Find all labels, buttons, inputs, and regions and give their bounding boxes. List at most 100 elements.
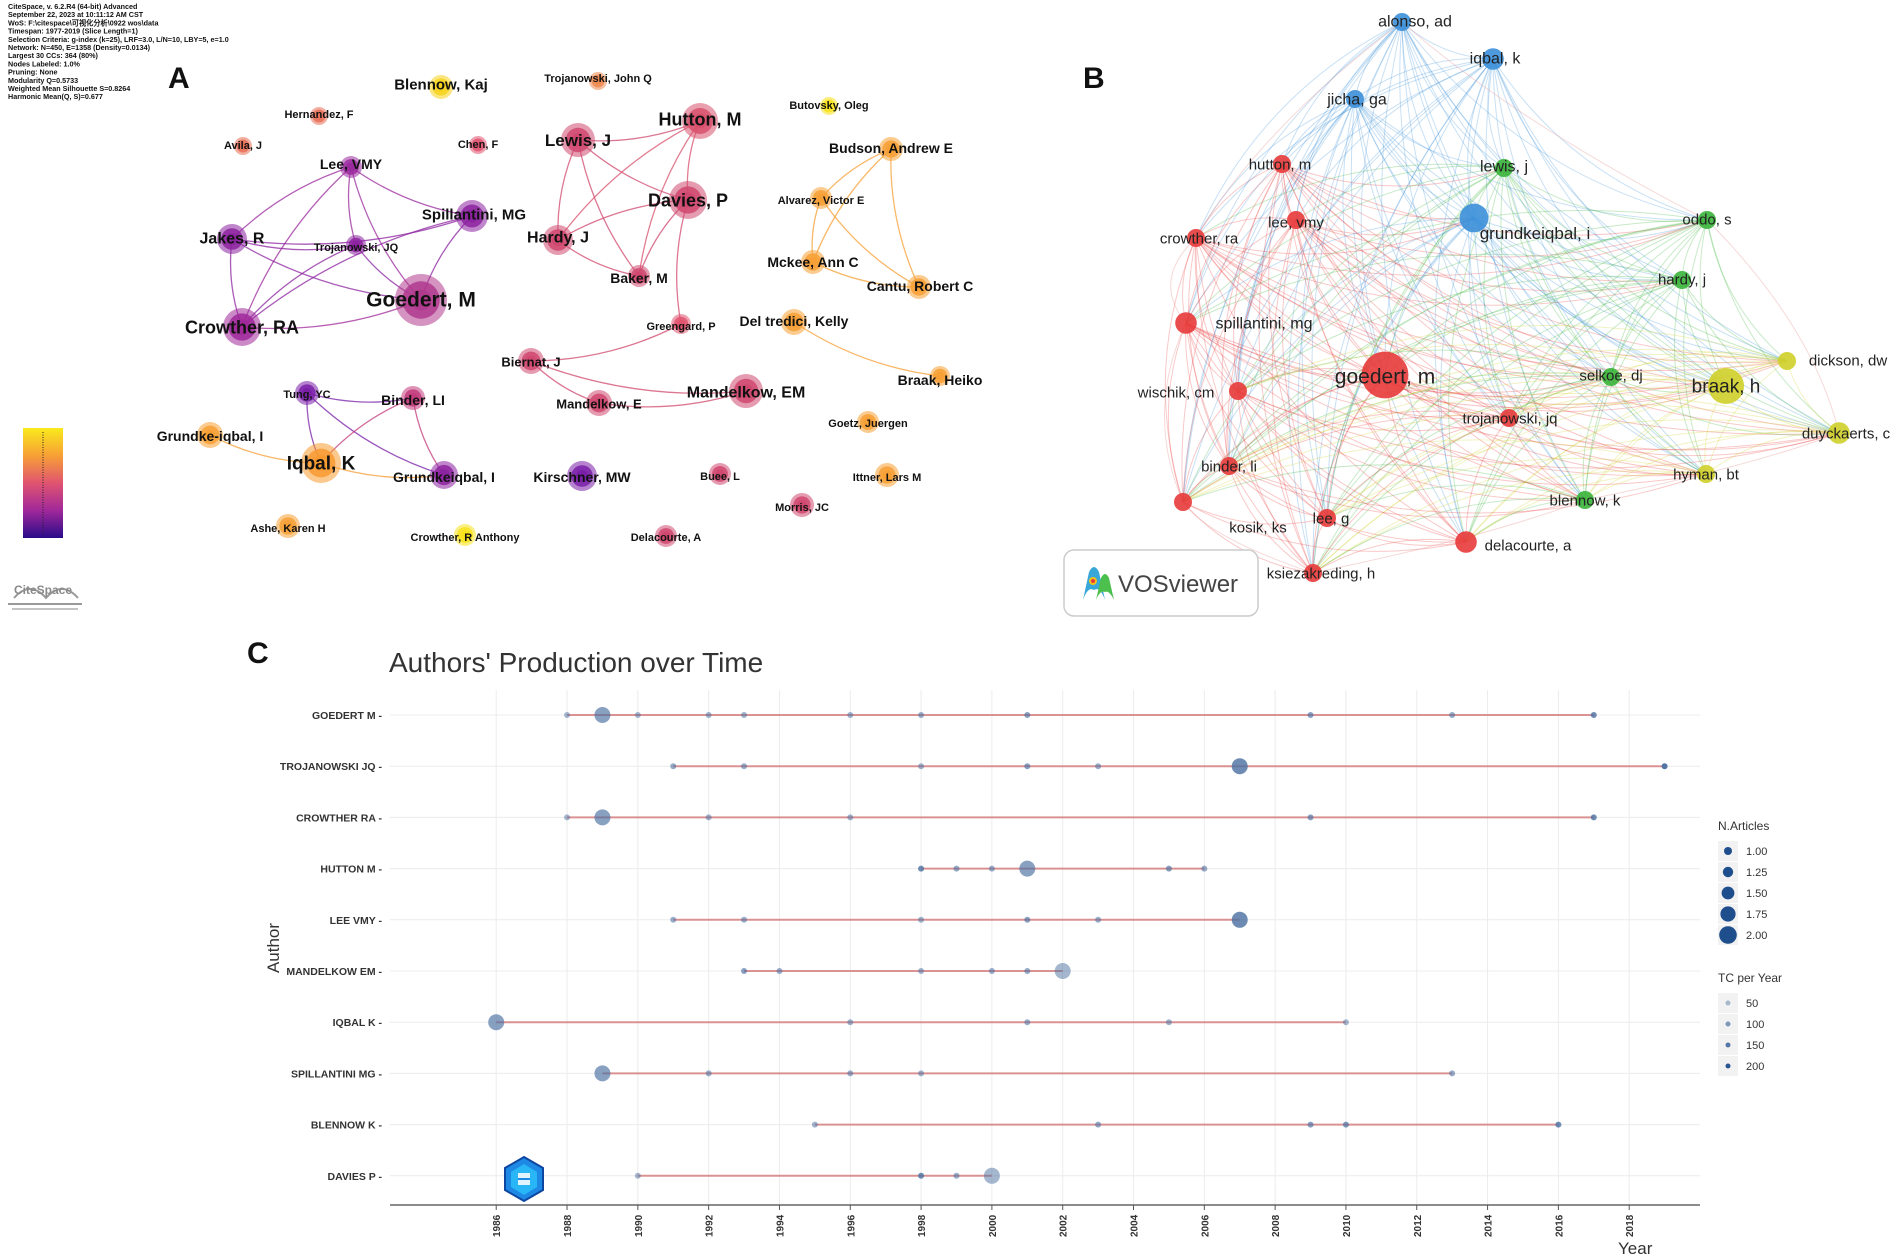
citespace-node[interactable]: Lewis, J — [545, 123, 611, 157]
vosviewer-node[interactable]: crowther, ra — [1160, 229, 1239, 247]
citespace-node-label: Trojanowski, John Q — [544, 73, 652, 85]
citespace-node[interactable]: Chen, F — [458, 136, 499, 154]
vosviewer-edge — [1295, 21, 1403, 221]
production-point — [1024, 763, 1031, 770]
vosviewer-node[interactable]: spillantini, mg — [1175, 312, 1312, 334]
citespace-node[interactable]: Goetz, Juergen — [828, 411, 908, 433]
citespace-node-center — [661, 531, 671, 541]
citespace-node[interactable]: Hardy, J — [527, 225, 589, 255]
citespace-node[interactable]: Morris, JC — [775, 493, 829, 517]
vosviewer-node[interactable]: alonso, ad — [1378, 13, 1452, 31]
vosviewer-node[interactable]: iqbal, k — [1470, 48, 1522, 70]
vosviewer-node[interactable]: goedert, m — [1335, 351, 1435, 399]
citespace-node[interactable]: Mandelkow, E — [556, 390, 642, 416]
citespace-node[interactable]: Alvarez, Victor E — [778, 187, 865, 209]
citespace-node[interactable]: Davies, P — [648, 181, 728, 219]
citespace-node[interactable]: Grundkeiqbal, I — [393, 461, 495, 489]
vosviewer-node[interactable]: kosik, ks — [1174, 493, 1287, 536]
vosviewer-edge — [1237, 344, 1727, 392]
citespace-node[interactable]: Iqbal, K — [287, 443, 356, 483]
citespace-node[interactable]: Jakes, R — [200, 224, 265, 254]
citespace-node[interactable]: Ashe, Karen H — [250, 514, 326, 538]
citespace-node-label: Trojanowski, JQ — [314, 242, 399, 254]
citespace-node[interactable]: Delacourte, A — [631, 525, 702, 547]
citespace-node[interactable]: Butovsky, Oleg — [789, 97, 869, 115]
vosviewer-node[interactable]: lewis, j — [1480, 159, 1528, 177]
citespace-info-line: Nodes Labeled: 1.0% — [8, 59, 81, 68]
citespace-node[interactable]: Greengard, P — [646, 314, 716, 334]
citespace-node[interactable]: Braak, Heiko — [898, 366, 983, 388]
citespace-node-label: Butovsky, Oleg — [789, 100, 868, 112]
citespace-node-center — [408, 393, 418, 403]
citespace-node[interactable]: Biernat, J — [501, 348, 561, 374]
citespace-node[interactable]: Mckee, Ann C — [767, 250, 859, 274]
vosviewer-edge — [1182, 501, 1467, 552]
vosviewer-node[interactable]: lee, vmy — [1268, 211, 1324, 231]
vosviewer-node[interactable]: blennow, k — [1550, 491, 1621, 509]
citespace-node[interactable]: Lee, VMY — [320, 156, 383, 178]
citespace-node[interactable]: Binder, LI — [381, 386, 445, 410]
vosviewer-node-label: crowther, ra — [1160, 230, 1239, 247]
citespace-node[interactable]: Crowther, RA — [185, 308, 299, 346]
citespace-node[interactable]: Avila, J — [224, 137, 262, 155]
vosviewer-edge — [1281, 163, 1586, 501]
author-label: IQBAL K - — [333, 1017, 383, 1029]
citespace-node[interactable]: Trojanowski, John Q — [544, 72, 652, 90]
vosviewer-node[interactable]: dickson, dw — [1778, 352, 1887, 370]
author-row: CROWTHER RA - — [296, 809, 1700, 826]
citespace-node[interactable]: Del tredici, Kelly — [740, 309, 849, 335]
citespace-node[interactable]: Baker, M — [610, 265, 668, 287]
vosviewer-node[interactable]: lee, g — [1313, 509, 1350, 527]
vosviewer-edge — [1354, 58, 1494, 100]
citespace-node[interactable]: Mandelkow, EM — [687, 374, 806, 408]
citespace-node[interactable]: Kirschner, MW — [533, 461, 631, 491]
vosviewer-node[interactable]: ksiezakreding, h — [1267, 564, 1375, 582]
vosviewer-node[interactable]: jicha, ga — [1326, 90, 1387, 109]
vosviewer-node[interactable]: braak, h — [1692, 368, 1761, 404]
vosviewer-node[interactable]: grundkeiqbal, i — [1459, 203, 1591, 243]
citespace-node[interactable]: Hutton, M — [659, 103, 742, 139]
legend-tc-value: 50 — [1746, 998, 1758, 1010]
vosviewer-node[interactable]: selkoe, dj — [1579, 367, 1643, 386]
vosviewer-edge — [1295, 219, 1727, 387]
vosviewer-node[interactable]: trojanowski, jq — [1462, 409, 1558, 427]
vosviewer-node[interactable]: duyckaerts, c — [1802, 422, 1891, 444]
citespace-info-line: Weighted Mean Silhouette S=0.8264 — [8, 84, 130, 93]
citespace-node[interactable]: Hernandez, F — [284, 107, 354, 125]
vosviewer-edge — [1237, 217, 1475, 392]
citespace-node[interactable]: Buee, L — [700, 463, 740, 485]
vosviewer-node[interactable]: hyman, bt — [1673, 465, 1740, 483]
vosviewer-node-label: alonso, ad — [1378, 14, 1452, 31]
vosviewer-edge — [1326, 419, 1840, 519]
citespace-node[interactable]: Budson, Andrew E — [829, 137, 953, 161]
vosviewer-node[interactable]: hardy, j — [1658, 271, 1706, 289]
vosviewer-node[interactable]: wischik, cm — [1137, 382, 1247, 401]
vosviewer-edge — [1312, 58, 1494, 574]
citespace-node[interactable]: Crowther, R Anthony — [411, 524, 521, 546]
vosviewer-node-circle — [1708, 368, 1744, 404]
citespace-node[interactable]: Tung, YC — [283, 381, 331, 405]
vosviewer-edge — [1295, 217, 1475, 236]
citespace-node-center — [465, 209, 479, 223]
citespace-node[interactable]: Trojanowski, JQ — [314, 235, 399, 255]
vosviewer-edge — [1312, 497, 1586, 574]
vosviewer-edge — [1228, 219, 1708, 467]
vosviewer-edge — [1185, 322, 1727, 409]
vosviewer-edge — [1195, 219, 1708, 276]
vosviewer-node[interactable]: delacourte, a — [1455, 531, 1572, 554]
vosviewer-edge — [1401, 21, 1505, 169]
citespace-node[interactable]: Blennow, Kaj — [394, 75, 488, 99]
citespace-node-label: Greengard, P — [646, 321, 715, 333]
citespace-link — [820, 148, 892, 199]
vosviewer-edge — [1312, 376, 1612, 574]
citespace-node[interactable]: Grundke-iqbal, I — [157, 422, 264, 448]
vosviewer-node[interactable]: hutton, m — [1249, 155, 1312, 173]
vosviewer-node[interactable]: binder, li — [1201, 457, 1257, 475]
vosviewer-node[interactable]: oddo, s — [1682, 211, 1732, 229]
x-tick-label: 2012 — [1413, 1214, 1424, 1237]
citespace-node[interactable]: Cantu, Robert C — [867, 275, 974, 299]
citespace-node[interactable]: Ittner, Lars M — [853, 463, 921, 487]
citespace-node[interactable]: Spillantini, MG — [422, 200, 526, 232]
citespace-node[interactable]: Goedert, M — [366, 274, 476, 326]
vosviewer-node-label: spillantini, mg — [1216, 316, 1313, 333]
